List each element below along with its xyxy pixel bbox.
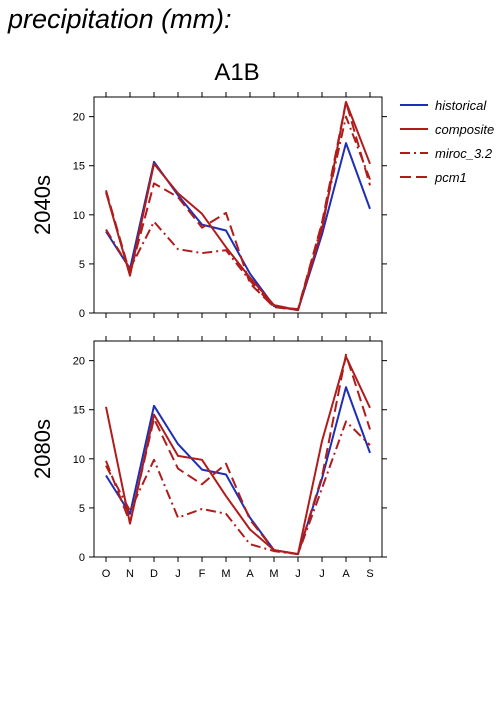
y-tick-label: 10 — [73, 210, 85, 222]
y-tick-label: 5 — [79, 503, 85, 515]
plot-frame — [93, 96, 383, 314]
series-line-historical — [105, 386, 371, 556]
y-tick-label: 10 — [73, 454, 85, 466]
series-line-pcm1 — [105, 100, 371, 311]
x-tick-label: M — [269, 568, 278, 580]
x-tick-label: F — [199, 568, 206, 580]
panel-label: 2080s — [30, 419, 55, 479]
x-tick-label: M — [221, 568, 230, 580]
y-tick-label: 5 — [79, 259, 85, 271]
x-tick-label: J — [295, 568, 301, 580]
y-tick-label: 0 — [79, 308, 85, 320]
x-tick-label: D — [150, 568, 158, 580]
legend-item: composite — [400, 122, 494, 137]
panel-2040s: 0 5 10 15 20 2040s — [30, 92, 387, 320]
series-line-composite — [105, 355, 371, 556]
y-tick-label: 0 — [79, 552, 85, 564]
x-tick-label: A — [342, 568, 350, 580]
panels: 0 5 10 15 20 2040s 0 5 10 15 20 O N D J F M A M J J A S 2080s — [30, 92, 387, 580]
y-tick-label: 15 — [73, 405, 85, 417]
legend-label: pcm1 — [434, 170, 467, 185]
legend-item: miroc_3.2 — [400, 146, 493, 161]
chart-title: A1B — [214, 59, 259, 86]
x-tick-label: S — [366, 568, 373, 580]
plot-frame — [93, 340, 383, 558]
x-tick-label: J — [175, 568, 181, 580]
x-tick-label: A — [246, 568, 254, 580]
legend-item: historical — [400, 98, 487, 113]
y-tick-label: 20 — [73, 356, 85, 368]
legend-label: historical — [435, 98, 487, 113]
y-tick-label: 20 — [73, 112, 85, 124]
x-tick-label: J — [319, 568, 325, 580]
legend-label: miroc_3.2 — [435, 146, 493, 161]
page-title: precipitation (mm): — [8, 4, 232, 34]
series-line-historical — [105, 142, 371, 312]
series-line-pcm1 — [105, 353, 371, 556]
legend-label: composite — [435, 122, 494, 137]
y-tick-label: 15 — [73, 161, 85, 173]
x-tick-label: O — [102, 568, 111, 580]
legend: historical composite miroc_3.2 pcm1 — [400, 98, 494, 185]
legend-item: pcm1 — [400, 170, 467, 185]
x-tick-label: N — [126, 568, 134, 580]
panel-2080s: 0 5 10 15 20 O N D J F M A M J J A S 2080s — [30, 336, 387, 580]
panel-label: 2040s — [30, 175, 55, 235]
